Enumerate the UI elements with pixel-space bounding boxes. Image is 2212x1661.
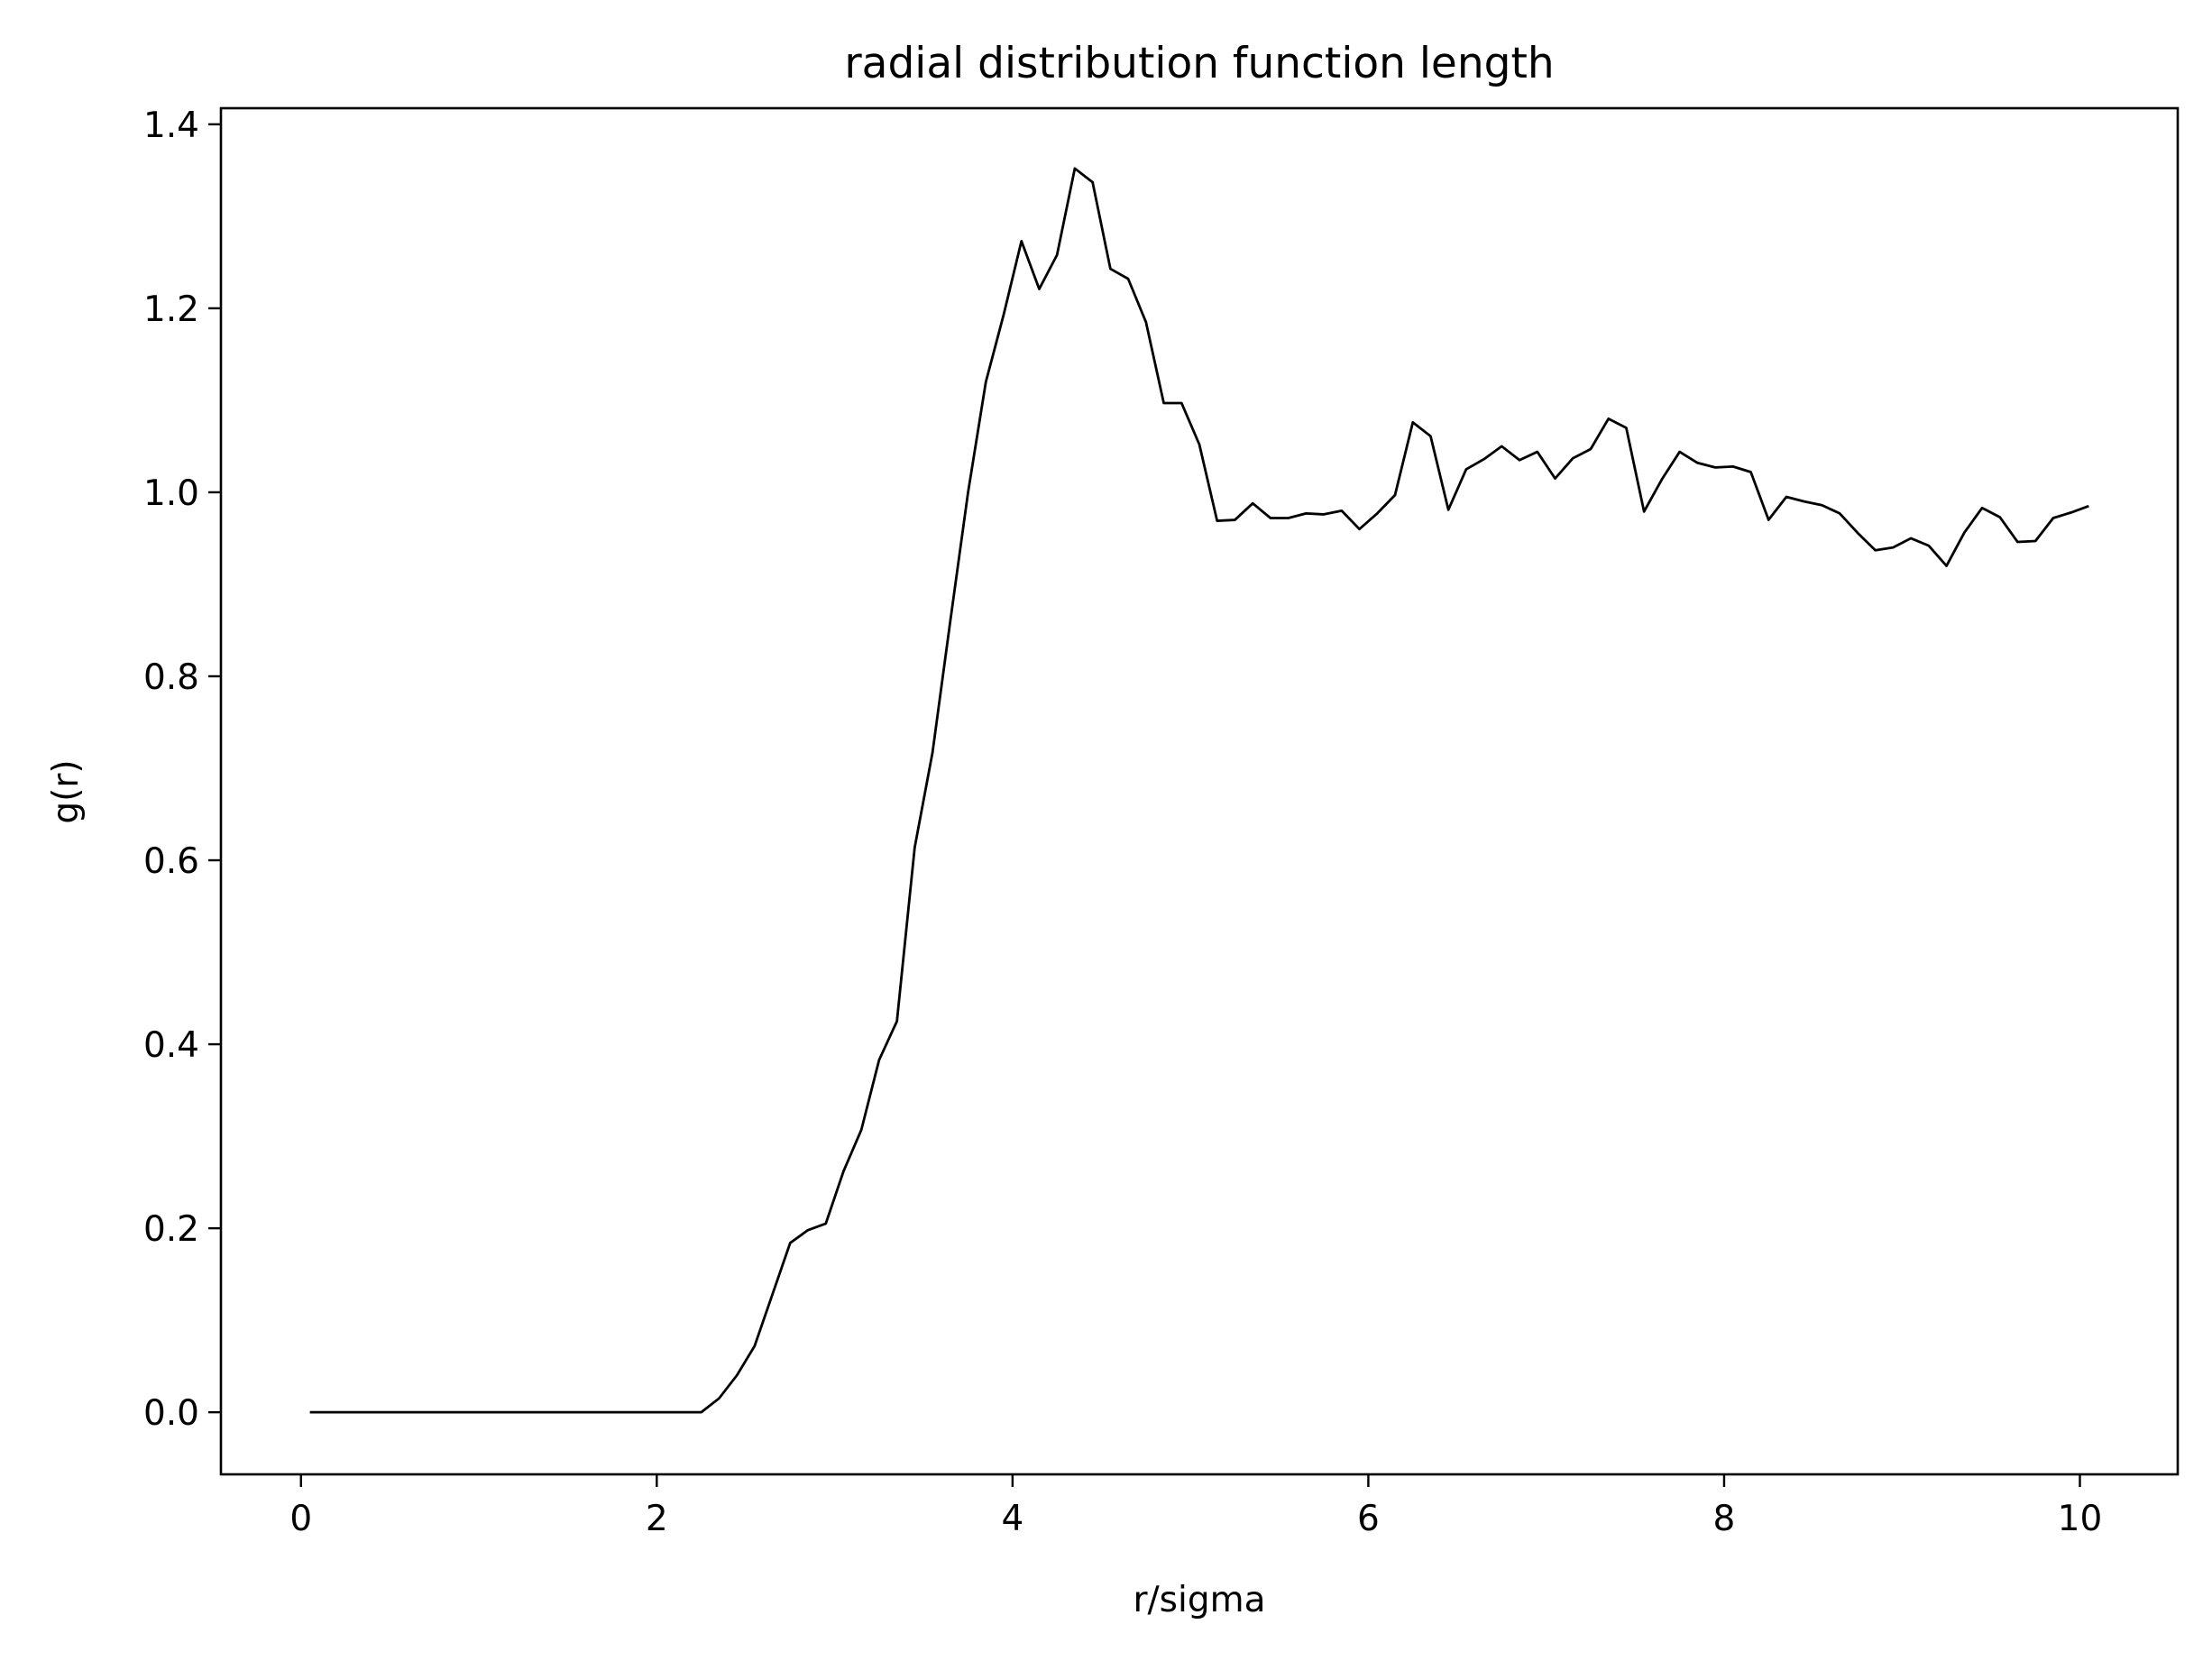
- series-line: [309, 167, 2089, 1414]
- y-tick-label: 0.0: [143, 1393, 199, 1434]
- x-tick-label: 6: [1357, 1499, 1380, 1539]
- y-tick-label: 0.4: [143, 1025, 199, 1066]
- plot-frame: [219, 106, 2180, 1476]
- y-tick-label: 0.6: [143, 841, 199, 882]
- x-tick-label: 0: [289, 1499, 312, 1539]
- x-tick-label: 10: [2058, 1499, 2103, 1539]
- x-axis-label: r/sigma: [1134, 1580, 1266, 1620]
- y-tick-label: 1.4: [143, 106, 199, 146]
- y-axis-ticks: 0.0 0.2 0.4 0.6 0.8 1.0 1.2 1.4: [143, 106, 221, 1434]
- y-tick-label: 1.2: [143, 289, 199, 330]
- x-tick-label: 8: [1713, 1499, 1736, 1539]
- y-tick-label: 0.8: [143, 657, 199, 698]
- y-axis-label: g(r): [46, 759, 87, 823]
- chart-title: radial distribution function length: [844, 39, 1554, 88]
- x-tick-label: 4: [1001, 1499, 1023, 1539]
- x-tick-label: 2: [646, 1499, 668, 1539]
- x-axis-ticks: 0 2 4 6 8 10: [289, 1474, 2102, 1539]
- y-tick-label: 1.0: [143, 473, 199, 514]
- y-tick-label: 0.2: [143, 1209, 199, 1250]
